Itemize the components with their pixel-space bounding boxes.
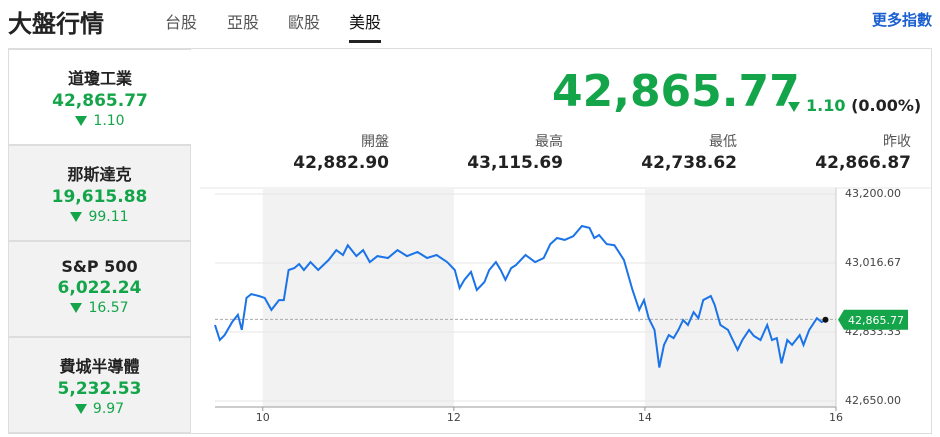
index-change-value: 1.10 (93, 113, 125, 129)
index-value: 19,615.88 (51, 187, 148, 207)
stat-label: 最高 (535, 134, 563, 150)
index-value: 42,865.77 (52, 91, 148, 111)
index-change: 9.97 (9, 401, 190, 417)
change: 1.10 (0.00%) (788, 96, 921, 115)
index-value: 6,022.24 (57, 278, 142, 298)
down-arrow (70, 303, 83, 313)
stat-label: 最低 (709, 134, 737, 150)
down-arrow (75, 116, 88, 126)
index-name: 道瓊工業 (67, 69, 132, 88)
change-percent: (0.00%) (851, 96, 922, 115)
session-band (262, 188, 454, 407)
index-change: 16.57 (9, 300, 190, 316)
stat-value: 43,115.69 (467, 153, 563, 173)
stat-value: 42,738.62 (641, 153, 737, 173)
x-tick-label: 12 (447, 411, 461, 424)
x-tick-label: 14 (638, 411, 652, 424)
price-tag (838, 309, 908, 330)
price-line (214, 224, 827, 368)
index-change-value: 9.97 (92, 401, 125, 417)
index-name: 費城半導體 (59, 357, 140, 376)
y-tick-label: 42,650.00 (845, 394, 901, 407)
y-tick-label: 43,200.00 (845, 187, 901, 200)
index-item[interactable]: 費城半導體 5,232.53 9.97 (8, 337, 191, 433)
change-value: 1.10 (806, 96, 846, 115)
page-title: 大盤行情 (8, 10, 104, 38)
index-name: 那斯達克 (67, 165, 132, 184)
down-arrow (74, 404, 87, 414)
index-item[interactable]: 道瓊工業 42,865.77 1.10 (8, 49, 191, 145)
price-tag-label: 42,865.77 (848, 314, 904, 327)
stat-value: 42,882.90 (293, 153, 389, 173)
x-tick-label: 10 (256, 411, 270, 424)
session-band (644, 188, 836, 407)
y-tick-label: 43,016.67 (845, 256, 901, 269)
index-change: 99.11 (9, 209, 190, 225)
x-tick-label: 16 (829, 411, 843, 424)
index-item[interactable]: S&P 500 6,022.24 16.57 (8, 241, 191, 337)
index-change-value: 99.11 (88, 209, 129, 225)
tab[interactable]: 亞股 (227, 13, 260, 32)
index-change: 1.10 (9, 113, 191, 129)
last-point (822, 316, 829, 323)
price: 42,865.77 (552, 66, 800, 117)
index-name: S&P 500 (61, 257, 138, 276)
index-item[interactable]: 那斯達克 19,615.88 99.11 (8, 145, 191, 241)
tab-active[interactable]: 美股 (349, 9, 382, 43)
more-link[interactable]: 更多指數 (871, 11, 932, 29)
index-change-value: 16.57 (88, 300, 129, 316)
stat-label: 昨收 (883, 134, 911, 150)
tab[interactable]: 歐股 (288, 13, 321, 32)
index-value: 5,232.53 (57, 379, 142, 399)
stat-label: 開盤 (361, 134, 389, 150)
down-arrow (70, 212, 83, 222)
tab[interactable]: 台股 (165, 13, 198, 32)
stat-value: 42,866.87 (815, 153, 911, 173)
